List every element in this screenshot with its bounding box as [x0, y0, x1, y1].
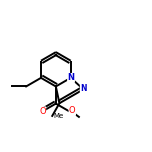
Text: O: O	[69, 106, 76, 115]
Text: N: N	[67, 73, 74, 82]
Text: Me: Me	[53, 113, 63, 119]
Text: N: N	[80, 84, 87, 93]
Text: O: O	[39, 107, 46, 116]
